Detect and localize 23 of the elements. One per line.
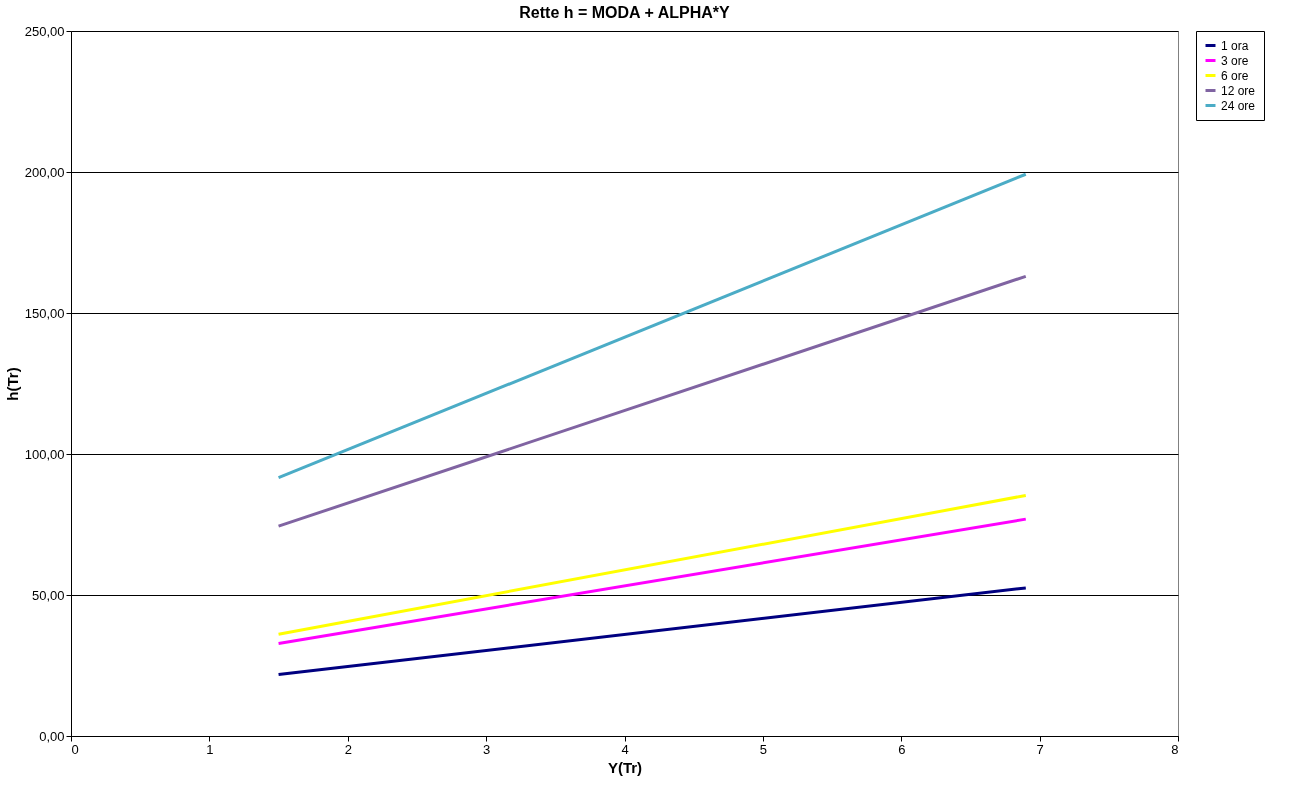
x-tick-label: 4 — [621, 741, 629, 757]
x-tick-label: 2 — [344, 741, 352, 757]
y-tick-label: 250,00 — [24, 23, 65, 39]
x-tick-label: 6 — [898, 741, 906, 757]
legend-label: 6 ore — [1221, 68, 1249, 83]
legend-label: 1 ora — [1221, 38, 1249, 53]
y-tick-label: 100,00 — [24, 446, 65, 462]
x-tick-label: 3 — [483, 741, 491, 757]
legend-label: 12 ore — [1221, 83, 1256, 98]
x-tick-label: 5 — [759, 741, 767, 757]
x-tick-label: 0 — [71, 741, 79, 757]
legend-label: 24 ore — [1221, 98, 1256, 113]
x-tick-label: 7 — [1036, 741, 1044, 757]
y-axis-title: h(Tr) — [3, 367, 21, 401]
y-tick-label: 50,00 — [31, 587, 65, 603]
legend-label: 3 ore — [1221, 53, 1249, 68]
x-tick-label: 1 — [206, 741, 214, 757]
y-tick-label: 150,00 — [24, 305, 65, 321]
y-tick-label: 0,00 — [39, 728, 65, 744]
x-tick-label: 8 — [1171, 741, 1179, 757]
chart-title: Rette h = MODA + ALPHA*Y — [519, 4, 731, 21]
y-tick-label: 200,00 — [24, 164, 65, 180]
x-axis-title: Y(Tr) — [607, 758, 643, 776]
